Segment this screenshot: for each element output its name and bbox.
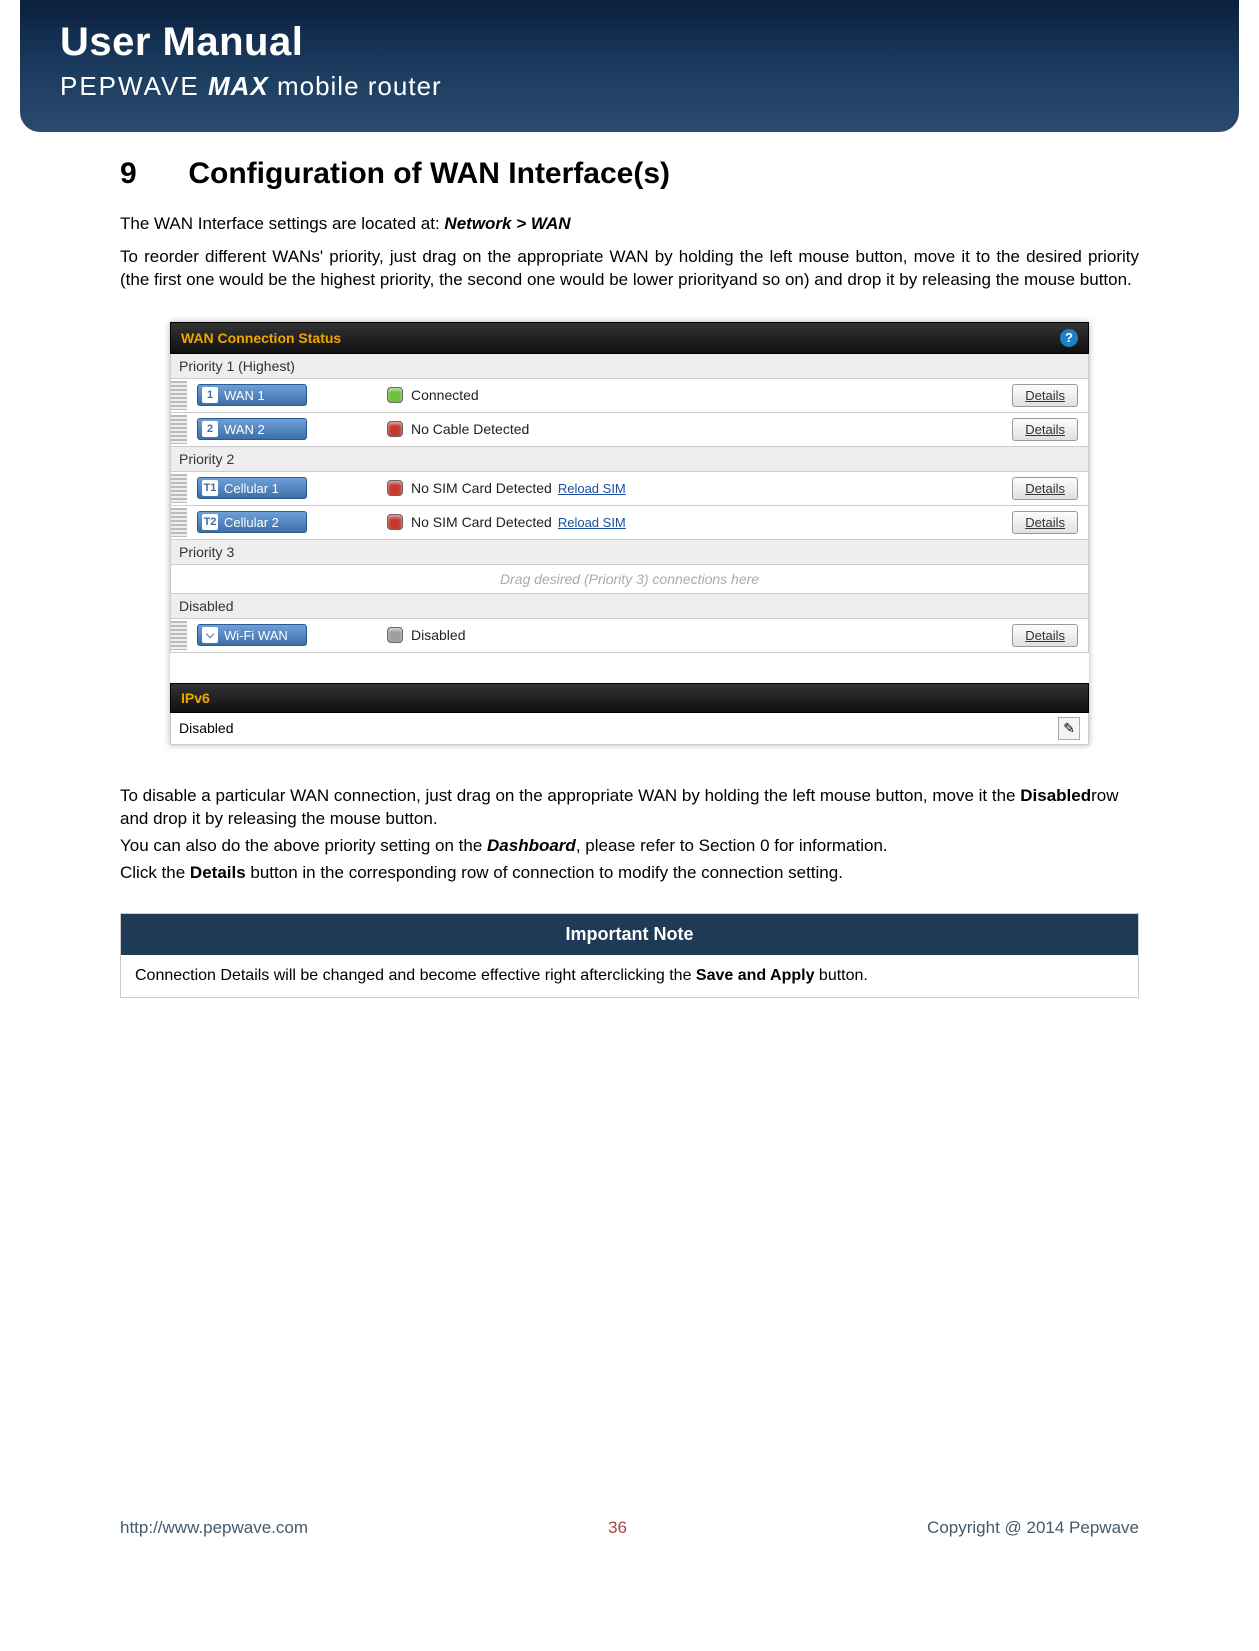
footer-copyright: Copyright @ 2014 Pepwave xyxy=(927,1518,1139,1538)
wan-name: WAN 1 xyxy=(224,388,265,403)
help-icon[interactable]: ? xyxy=(1060,329,1078,347)
wan-name: Cellular 2 xyxy=(224,515,279,530)
intro-location: The WAN Interface settings are located a… xyxy=(120,213,1139,236)
wan-badge[interactable]: ⌵ Wi-Fi WAN xyxy=(197,624,307,646)
header-banner: User Manual PEPWAVE MAX mobile router xyxy=(20,0,1239,132)
section-number: 9 xyxy=(120,157,180,191)
wan-badge[interactable]: 1 WAN 1 xyxy=(197,384,307,406)
product-tag: mobile router xyxy=(277,71,442,101)
important-note-title: Important Note xyxy=(121,914,1138,955)
ipv6-status: Disabled xyxy=(179,720,233,736)
drag-handle-icon[interactable] xyxy=(171,381,187,410)
drop-zone-hint[interactable]: Drag desired (Priority 3) connections he… xyxy=(170,565,1089,594)
ipv6-title: IPv6 xyxy=(181,690,210,706)
ipv6-row: Disabled ✎ xyxy=(170,713,1089,745)
model-name: MAX xyxy=(208,71,269,101)
priority-group-header: Priority 2 xyxy=(170,447,1089,472)
connection-row: 1 WAN 1 Connected Details xyxy=(170,379,1089,413)
footer-page: 36 xyxy=(608,1518,627,1538)
product-line: PEPWAVE MAX mobile router xyxy=(60,71,1199,102)
intro-reorder: To reorder different WANs' priority, jus… xyxy=(120,246,1139,292)
details-button[interactable]: Details xyxy=(1012,418,1078,441)
brand-name: PEPWAVE xyxy=(60,71,200,101)
status-text: No SIM Card Detected xyxy=(411,514,552,530)
wan-name: Wi-Fi WAN xyxy=(224,628,288,643)
status-dot-icon xyxy=(387,421,403,437)
connection-row: T2 Cellular 2 No SIM Card Detected Reload S… xyxy=(170,506,1089,540)
connection-row: ⌵ Wi-Fi WAN Disabled Details xyxy=(170,619,1089,653)
reload-sim-link[interactable]: Reload SIM xyxy=(558,481,626,496)
section-heading: 9 Configuration of WAN Interface(s) xyxy=(120,157,1139,191)
wan-status-panel: WAN Connection Status ? Priority 1 (High… xyxy=(170,322,1089,745)
status-text: Disabled xyxy=(411,627,465,643)
ipv6-panel-header: IPv6 xyxy=(170,683,1089,713)
wan-badge[interactable]: T2 Cellular 2 xyxy=(197,511,307,533)
priority-group-header: Disabled xyxy=(170,594,1089,619)
wan-index: 2 xyxy=(202,421,218,437)
status-dot-icon xyxy=(387,627,403,643)
status-text: No SIM Card Detected xyxy=(411,480,552,496)
section-title-text: Configuration of WAN Interface(s) xyxy=(188,157,670,190)
drag-handle-icon[interactable] xyxy=(171,415,187,444)
drag-handle-icon[interactable] xyxy=(171,508,187,537)
wan-name: WAN 2 xyxy=(224,422,265,437)
post-p3: Click the Details button in the correspo… xyxy=(120,862,1139,885)
priority-group-header: Priority 3 xyxy=(170,540,1089,565)
important-note-body: Connection Details will be changed and b… xyxy=(121,955,1138,997)
wan-index: 1 xyxy=(202,387,218,403)
footer-url: http://www.pepwave.com xyxy=(120,1518,308,1538)
priority-group-header: Priority 1 (Highest) xyxy=(170,354,1089,379)
wan-index: T1 xyxy=(202,480,218,496)
reload-sim-link[interactable]: Reload SIM xyxy=(558,515,626,530)
drag-handle-icon[interactable] xyxy=(171,621,187,650)
post-p1: To disable a particular WAN connection, … xyxy=(120,785,1139,831)
wan-index: ⌵ xyxy=(202,627,218,643)
status-text: Connected xyxy=(411,387,479,403)
intro-location-path: Network > WAN xyxy=(444,214,570,233)
details-button[interactable]: Details xyxy=(1012,624,1078,647)
wan-name: Cellular 1 xyxy=(224,481,279,496)
status-dot-icon xyxy=(387,514,403,530)
post-p2: You can also do the above priority setti… xyxy=(120,835,1139,858)
drag-handle-icon[interactable] xyxy=(171,474,187,503)
details-button[interactable]: Details xyxy=(1012,477,1078,500)
intro-location-text: The WAN Interface settings are located a… xyxy=(120,214,444,233)
connection-row: T1 Cellular 1 No SIM Card Detected Reload S… xyxy=(170,472,1089,506)
status-dot-icon xyxy=(387,387,403,403)
panel-header: WAN Connection Status ? xyxy=(170,322,1089,354)
details-button[interactable]: Details xyxy=(1012,384,1078,407)
important-note-box: Important Note Connection Details will b… xyxy=(120,913,1139,998)
connection-row: 2 WAN 2 No Cable Detected Details xyxy=(170,413,1089,447)
manual-title: User Manual xyxy=(60,20,1199,65)
wan-badge[interactable]: 2 WAN 2 xyxy=(197,418,307,440)
details-button[interactable]: Details xyxy=(1012,511,1078,534)
status-text: No Cable Detected xyxy=(411,421,529,437)
status-dot-icon xyxy=(387,480,403,496)
edit-icon[interactable]: ✎ xyxy=(1058,717,1080,740)
wan-index: T2 xyxy=(202,514,218,530)
panel-title: WAN Connection Status xyxy=(181,330,341,346)
wan-badge[interactable]: T1 Cellular 1 xyxy=(197,477,307,499)
